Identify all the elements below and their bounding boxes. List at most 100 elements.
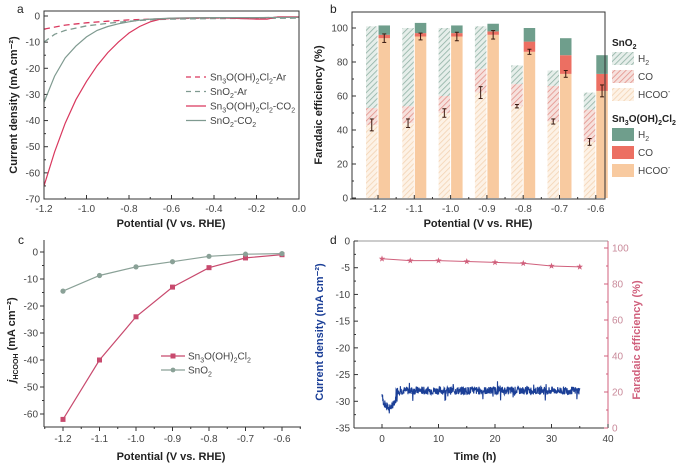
panel-a-xlabel: Potential (V vs. RHE): [117, 218, 226, 230]
y-tick-label: -35: [336, 424, 351, 435]
bar-sno2-co: [402, 106, 414, 124]
x-tick-label: 20: [489, 434, 501, 445]
y-tick-label: 0: [32, 248, 38, 259]
faradaic-efficiency-line: [381, 258, 580, 268]
text-run: Cl: [260, 73, 269, 84]
legend-marker-square: [170, 353, 176, 359]
bar-sn3-hcoo: [414, 36, 427, 198]
legend-label-1: SnO2​-Ar: [210, 87, 248, 100]
x-tick-label: 0: [379, 434, 385, 445]
text-run: 2: [247, 358, 251, 365]
y-tick-label: -20: [26, 64, 41, 75]
text-run: H: [638, 54, 645, 65]
series-line-2: [43, 16, 299, 187]
y-tick-label: -30: [336, 397, 351, 408]
bar-sno2-hcoo: [474, 92, 487, 198]
legend-label-2: Sn3​O(OH)2​Cl2​-CO2​: [210, 102, 295, 115]
y-tick-label-right: 60: [612, 316, 624, 327]
legend-label: H2​: [638, 130, 649, 143]
y-tick-label-right: 0: [612, 424, 618, 435]
data-point-square: [60, 416, 66, 422]
text-run: 3: [222, 108, 226, 115]
panel-c-ylabel: jHCOOH (mA cm⁻²): [6, 297, 20, 385]
text-run: 2: [256, 79, 260, 86]
legend-swatch: [612, 146, 634, 159]
bar-sno2-h2: [438, 28, 451, 96]
text-run: 2: [269, 79, 273, 86]
text-run: 2: [269, 108, 273, 115]
panel-c: c -1.2 -1.1 -1.0 -0.9 -0.8 -0.7 -0.6 0 -10 -20 -30…: [6, 233, 301, 463]
data-point-star: [576, 263, 583, 270]
text-run: SnO: [612, 38, 633, 49]
text-run: O(OH): [226, 73, 255, 84]
legend-label: HCOO-​: [638, 165, 671, 177]
y-tick-label: -60: [26, 168, 41, 179]
text-run: HCOO: [638, 90, 668, 101]
x-tick-label: -0.9: [478, 204, 496, 215]
y-tick-label: 40: [337, 126, 349, 137]
panel-label-d: d: [330, 233, 337, 247]
bar-sno2-co: [511, 84, 523, 107]
y-tick-label: 60: [337, 92, 349, 103]
series-line-0: [62, 254, 283, 420]
bar-sno2-co: [583, 109, 596, 142]
text-run: -Ar: [234, 87, 248, 98]
bar-sno2-h2: [402, 28, 414, 107]
panel-c-legend: Sn3​O(OH)2​Cl2​SnO2​: [161, 352, 251, 379]
y-tick-label: -25: [336, 370, 351, 381]
text-run: 2: [658, 120, 662, 127]
legend-swatch: [612, 128, 634, 141]
y-tick-label: 80: [337, 58, 349, 69]
x-tick-label: -1.2: [369, 204, 387, 215]
bar-sn3-h2: [451, 25, 463, 34]
legend-label-0: Sn3​O(OH)2​Cl2​: [188, 352, 251, 365]
y-tick-label: 0: [344, 237, 350, 248]
text-run: 3: [200, 358, 204, 365]
x-tick-label: -1.0: [127, 434, 145, 445]
panel-d-xlabel: Time (h): [454, 451, 497, 463]
panel-a: a -1.2 -1.0 -0.8 -0.6 -0.4 -0.2 0.00-10-20-30-…: [8, 2, 306, 230]
text-run: 2: [208, 372, 212, 379]
data-point-circle: [60, 288, 66, 294]
bar-sn3-hcoo: [451, 36, 463, 198]
data-point-star: [491, 259, 499, 266]
bar-sno2-hcoo: [402, 123, 414, 198]
legend-group-title-0: SnO2​: [612, 38, 637, 51]
x-tick-label: -0.6: [163, 204, 181, 215]
text-run: O(OH): [226, 102, 255, 113]
legend-label: H2​: [638, 54, 649, 67]
panel-c-xlabel: Potential (V vs. RHE): [117, 451, 226, 463]
x-tick-label: -0.6: [273, 434, 291, 445]
text-run: SnO: [210, 116, 230, 127]
text-run: -: [668, 89, 671, 96]
y-tick-label-right: 40: [612, 352, 624, 363]
panel-d-ylabel-left: Current density (mA cm⁻²): [314, 263, 326, 401]
bar-sn3-hcoo: [560, 73, 572, 198]
bar-sno2-co: [438, 96, 451, 113]
y-tick-label: -30: [24, 329, 39, 340]
data-point-star: [548, 262, 555, 269]
data-point-circle: [242, 251, 249, 257]
legend-swatch: [612, 88, 634, 101]
legend-group-title-1: Sn3​O(OH)2​Cl2​: [612, 114, 676, 127]
data-point-circle: [96, 272, 103, 279]
x-tick-label: -1.1: [91, 434, 109, 445]
bar-sno2-co: [547, 85, 559, 122]
data-point-square: [97, 357, 102, 363]
text-run: CO: [638, 148, 653, 159]
panel-c-ylabel-j: j: [6, 379, 18, 385]
legend-label-0: Sn3​O(OH)2​Cl2​-Ar: [210, 73, 287, 86]
text-run: 2: [672, 120, 676, 127]
legend-label-3: SnO2​-CO2​: [210, 116, 256, 129]
bar-sn3-co: [560, 55, 572, 74]
x-tick-label: -0.4: [205, 204, 223, 215]
panel-a-frame: [43, 10, 300, 200]
bar-sn3-h2: [487, 23, 499, 32]
data-point-circle: [206, 253, 212, 259]
panel-b-legend: SnO2​H2​COHCOO-​Sn3​O(OH)2​Cl2​H2​COHCOO…: [612, 38, 676, 177]
text-run: SnO: [188, 366, 208, 377]
y-tick-label: -10: [336, 290, 351, 301]
bar-sn3-h2: [523, 28, 536, 42]
